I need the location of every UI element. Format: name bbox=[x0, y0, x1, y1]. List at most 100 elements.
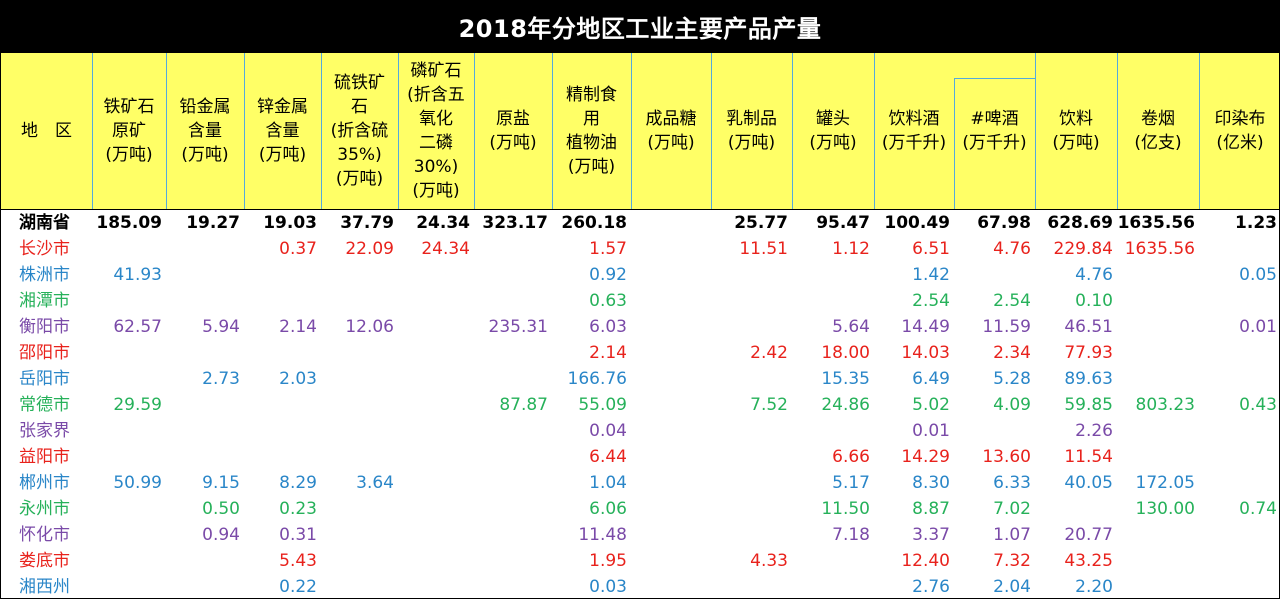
value-cell: 8.30 bbox=[912, 473, 950, 493]
value-cell: 24.34 bbox=[421, 239, 470, 259]
value-cell bbox=[1117, 314, 1199, 340]
value-cell: 14.03 bbox=[901, 343, 950, 363]
value-cell bbox=[166, 444, 244, 470]
value-cell: 18.00 bbox=[821, 343, 870, 363]
value-cell bbox=[92, 496, 166, 522]
value-cell bbox=[474, 496, 552, 522]
region-name: 怀化市 bbox=[19, 525, 70, 545]
value-cell bbox=[474, 574, 552, 600]
value-cell: 43.25 bbox=[1064, 551, 1113, 571]
value-cell: 1.04 bbox=[589, 473, 627, 493]
value-cell bbox=[631, 340, 711, 366]
column-header-2: 铅金属 含量 (万吨) bbox=[179, 97, 231, 165]
value-cell bbox=[166, 548, 244, 574]
column-divider bbox=[874, 53, 875, 209]
value-cell bbox=[711, 418, 792, 444]
column-divider bbox=[398, 53, 399, 209]
table-row: 湘西州 0.22 0.03 2.76 2.04 2.20 bbox=[1, 574, 1279, 600]
value-cell: 8.29 bbox=[279, 473, 317, 493]
value-cell bbox=[321, 574, 398, 600]
value-cell: 2.34 bbox=[993, 343, 1031, 363]
value-cell: 14.49 bbox=[901, 317, 950, 337]
value-cell bbox=[474, 340, 552, 366]
column-header-4: 硫铁矿 石 (折含硫 35%) (万吨) bbox=[330, 73, 389, 189]
value-cell bbox=[631, 366, 711, 392]
value-cell: 20.77 bbox=[1064, 525, 1113, 545]
value-cell: 1.95 bbox=[589, 551, 627, 571]
value-cell bbox=[398, 470, 474, 496]
value-cell: 11.51 bbox=[739, 239, 788, 259]
value-cell: 13.60 bbox=[982, 447, 1031, 467]
table-row: 张家界 0.04 0.01 2.26 bbox=[1, 418, 1279, 444]
value-cell bbox=[631, 288, 711, 314]
value-cell bbox=[92, 236, 166, 262]
value-cell: 2.73 bbox=[202, 369, 240, 389]
value-cell: 40.05 bbox=[1064, 473, 1113, 493]
value-cell bbox=[474, 418, 552, 444]
column-header-10: 罐头 (万吨) bbox=[809, 109, 857, 153]
value-cell: 0.03 bbox=[589, 577, 627, 597]
value-cell bbox=[631, 236, 711, 262]
value-cell bbox=[631, 548, 711, 574]
value-cell: 29.59 bbox=[113, 395, 162, 415]
value-cell: 5.64 bbox=[832, 317, 870, 337]
value-cell: 25.77 bbox=[734, 213, 788, 233]
value-cell bbox=[711, 496, 792, 522]
value-cell bbox=[474, 366, 552, 392]
value-cell: 6.51 bbox=[912, 239, 950, 259]
region-name: 常德市 bbox=[19, 395, 70, 415]
value-cell bbox=[474, 444, 552, 470]
value-cell: 12.40 bbox=[901, 551, 950, 571]
value-cell: 6.66 bbox=[832, 447, 870, 467]
value-cell bbox=[1117, 340, 1199, 366]
value-cell: 2.04 bbox=[993, 577, 1031, 597]
value-cell bbox=[792, 574, 874, 600]
region-name: 邵阳市 bbox=[19, 343, 70, 363]
column-divider bbox=[321, 53, 322, 209]
region-name: 湖南省 bbox=[19, 213, 70, 233]
value-cell: 41.93 bbox=[113, 265, 162, 285]
region-name: 湘西州 bbox=[19, 577, 70, 597]
region-name: 衡阳市 bbox=[19, 317, 70, 337]
value-cell bbox=[321, 262, 398, 288]
value-cell: 19.03 bbox=[263, 213, 317, 233]
value-cell bbox=[474, 548, 552, 574]
value-cell bbox=[474, 236, 552, 262]
table-row: 衡阳市 62.57 5.94 2.14 12.06 235.31 6.03 5.64 14.49… bbox=[1, 314, 1279, 340]
column-header-7: 精制食 用 植物油 (万吨) bbox=[566, 85, 617, 177]
table-row: 长沙市 0.37 22.09 24.34 1.57 11.51 1.12 6.51 4.76 22… bbox=[1, 236, 1279, 262]
column-divider bbox=[792, 53, 793, 209]
value-cell: 2.20 bbox=[1075, 577, 1113, 597]
column-divider bbox=[1199, 53, 1200, 209]
column-header-11: 饮料酒 (万千升) bbox=[881, 109, 947, 153]
value-cell: 2.76 bbox=[912, 577, 950, 597]
value-cell bbox=[474, 522, 552, 548]
value-cell bbox=[398, 574, 474, 600]
value-cell: 323.17 bbox=[482, 213, 548, 233]
value-cell: 2.54 bbox=[993, 291, 1031, 311]
value-cell bbox=[166, 392, 244, 418]
value-cell bbox=[1117, 366, 1199, 392]
value-cell: 2.26 bbox=[1075, 421, 1113, 441]
column-header-15: 印染布 (亿米) bbox=[1214, 109, 1266, 153]
value-cell bbox=[398, 288, 474, 314]
column-divider bbox=[552, 53, 553, 209]
table-row: 株洲市 41.93 0.92 1.42 4.76 0.05 bbox=[1, 262, 1279, 288]
value-cell bbox=[1199, 444, 1280, 470]
table-row: 益阳市 6.44 6.66 14.29 13.60 11.54 bbox=[1, 444, 1279, 470]
column-header-13: 饮料 (万吨) bbox=[1052, 109, 1100, 153]
value-cell: 2.42 bbox=[750, 343, 788, 363]
value-cell bbox=[398, 314, 474, 340]
value-cell bbox=[321, 496, 398, 522]
value-cell: 2.03 bbox=[279, 369, 317, 389]
value-cell: 12.06 bbox=[345, 317, 394, 337]
value-cell: 7.52 bbox=[750, 395, 788, 415]
value-cell bbox=[631, 210, 711, 236]
value-cell: 1635.56 bbox=[1117, 213, 1195, 233]
value-cell: 15.35 bbox=[821, 369, 870, 389]
value-cell bbox=[398, 392, 474, 418]
value-cell bbox=[244, 262, 321, 288]
value-cell: 185.09 bbox=[96, 213, 162, 233]
value-cell bbox=[711, 314, 792, 340]
